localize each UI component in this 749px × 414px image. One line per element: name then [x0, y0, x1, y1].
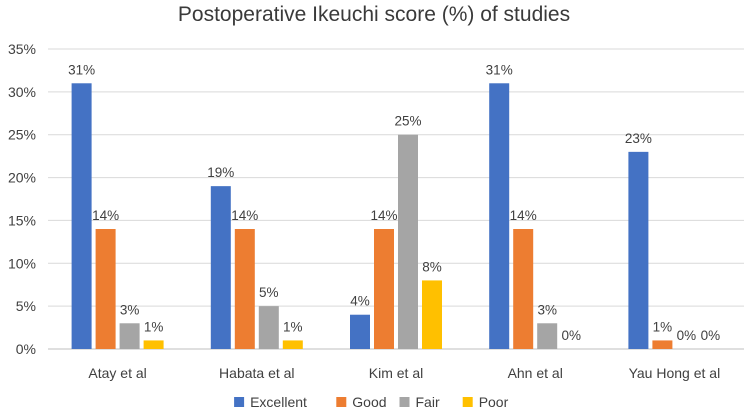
data-label: 25% — [394, 114, 421, 129]
x-category-label: Kim et al — [369, 365, 423, 381]
bar-good — [513, 229, 534, 349]
data-label: 3% — [120, 302, 140, 317]
bar-poor — [422, 280, 442, 349]
legend-swatch-good — [336, 397, 347, 407]
y-tick-label: 30% — [8, 84, 36, 100]
bar-good — [234, 229, 255, 349]
data-label: 14% — [510, 208, 537, 223]
bar-good — [95, 229, 116, 349]
bars — [71, 83, 673, 350]
legend-swatch-excellent — [234, 397, 245, 407]
data-label: 31% — [486, 62, 513, 77]
bar-excellent — [71, 83, 92, 350]
y-tick-label: 15% — [8, 212, 36, 228]
gridlines — [48, 48, 744, 350]
data-label: 0% — [561, 328, 581, 343]
x-category-label: Yau Hong et al — [629, 365, 721, 381]
y-tick-label: 20% — [8, 170, 36, 186]
data-label: 5% — [259, 285, 279, 300]
legend-label-excellent: Excellent — [250, 394, 307, 410]
bar-fair — [537, 323, 558, 349]
data-label: 14% — [231, 208, 258, 223]
bar-excellent — [489, 83, 510, 350]
data-label: 1% — [283, 319, 303, 334]
chart-title: Postoperative Ikeuchi score (%) of studi… — [178, 3, 570, 26]
y-tick-label: 5% — [16, 298, 36, 314]
data-label: 0% — [677, 328, 697, 343]
data-label: 3% — [537, 302, 557, 317]
data-label: 14% — [370, 208, 397, 223]
x-category-label: Atay et al — [88, 365, 146, 381]
y-tick-label: 35% — [8, 41, 36, 57]
data-labels: 31% 14% 3% 1% 19% 14% 5% 1% 4% 14% 25% 8% 31% 14% 3% 0%… — [68, 62, 720, 343]
legend-swatch-poor — [462, 397, 473, 407]
legend-label-fair: Fair — [416, 394, 440, 410]
legend: Excellent Good Fair Poor — [234, 394, 509, 410]
data-label: 1% — [653, 319, 673, 334]
y-tick-label: 25% — [8, 127, 36, 143]
data-label: 14% — [92, 208, 119, 223]
bar-poor — [143, 340, 164, 349]
data-label: 31% — [68, 62, 95, 77]
y-axis-ticks: 0% 5% 10% 15% 20% 25% 30% 35% — [8, 41, 36, 357]
bar-excellent — [210, 186, 231, 349]
bar-fair — [398, 134, 418, 349]
legend-label-poor: Poor — [479, 394, 509, 410]
bar-good — [652, 340, 673, 349]
y-tick-label: 0% — [16, 341, 36, 357]
x-axis-categories: Atay et al Habata et al Kim et al Ahn et al… — [88, 365, 720, 381]
bar-poor — [282, 340, 303, 349]
x-category-label: Habata et al — [219, 365, 295, 381]
data-label: 19% — [207, 165, 234, 180]
y-tick-label: 10% — [8, 255, 36, 271]
data-label: 4% — [350, 294, 370, 309]
bar-fair — [119, 323, 140, 349]
bar-fair — [258, 306, 279, 349]
x-category-label: Ahn et al — [508, 365, 563, 381]
data-label: 1% — [144, 319, 164, 334]
bar-good — [374, 229, 394, 349]
legend-label-good: Good — [352, 394, 386, 410]
bar-excellent — [350, 314, 370, 349]
data-label: 23% — [625, 131, 652, 146]
legend-swatch-fair — [399, 397, 410, 407]
data-label: 0% — [701, 328, 721, 343]
bar-excellent — [628, 151, 649, 349]
data-label: 8% — [422, 259, 442, 274]
